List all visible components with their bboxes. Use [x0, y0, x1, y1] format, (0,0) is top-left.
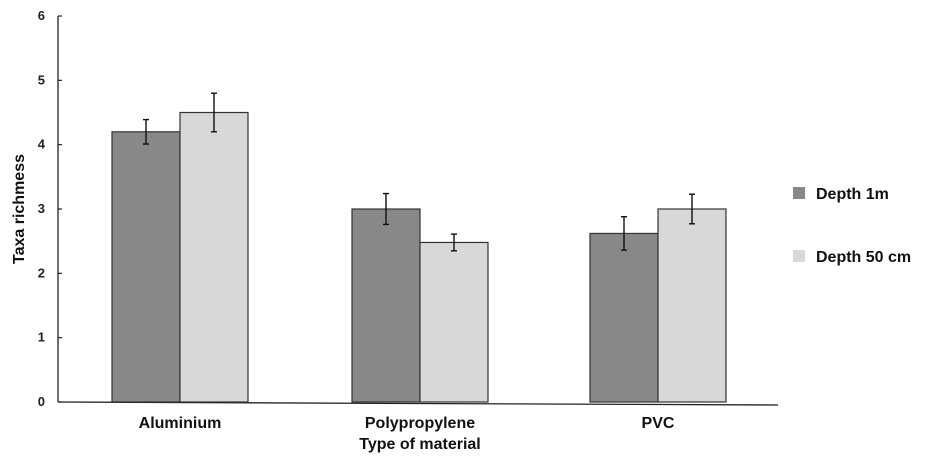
x-tick-label: Aluminium [139, 415, 222, 432]
legend-swatch [793, 187, 805, 199]
bar-aluminium-1 [179, 111, 249, 403]
bar-aluminium-0 [111, 131, 181, 403]
y-tick-label: 0 [38, 394, 45, 409]
error-bar [143, 118, 149, 145]
y-tick-label: 2 [38, 265, 45, 280]
legend-item: Depth 50 cm [793, 249, 911, 266]
bars [111, 111, 727, 403]
bar-pvc-1 [657, 208, 727, 403]
x-tick-label: PVC [642, 415, 675, 432]
legend-label: Depth 1m [816, 186, 889, 203]
y-tick-label: 3 [38, 201, 45, 216]
error-bar [689, 193, 695, 225]
error-bar [211, 92, 217, 133]
legend-label: Depth 50 cm [816, 249, 911, 266]
y-tick-label: 5 [38, 72, 45, 87]
x-axis-title: Type of material [359, 436, 481, 453]
x-tick-label: Polypropylene [365, 415, 475, 432]
bar-polypropylene-0 [351, 208, 421, 403]
error-bar [621, 216, 627, 251]
bar-pvc-0 [589, 232, 659, 403]
error-bar [451, 233, 457, 252]
legend-item: Depth 1m [793, 186, 889, 203]
error-bar [383, 192, 389, 226]
y-axis: 0 1 2 3 4 5 6 [38, 8, 62, 409]
legend: Depth 1m Depth 50 cm [793, 186, 911, 266]
error-bars [143, 92, 695, 252]
y-tick-label: 1 [38, 330, 45, 345]
legend-swatch [793, 250, 805, 262]
y-tick-label: 6 [38, 8, 45, 23]
bar-polypropylene-1 [419, 241, 489, 403]
y-axis-title: Taxa richmess [11, 154, 28, 264]
category-labels: Aluminium Polypropylene PVC [139, 415, 675, 432]
y-tick-label: 4 [38, 137, 46, 152]
